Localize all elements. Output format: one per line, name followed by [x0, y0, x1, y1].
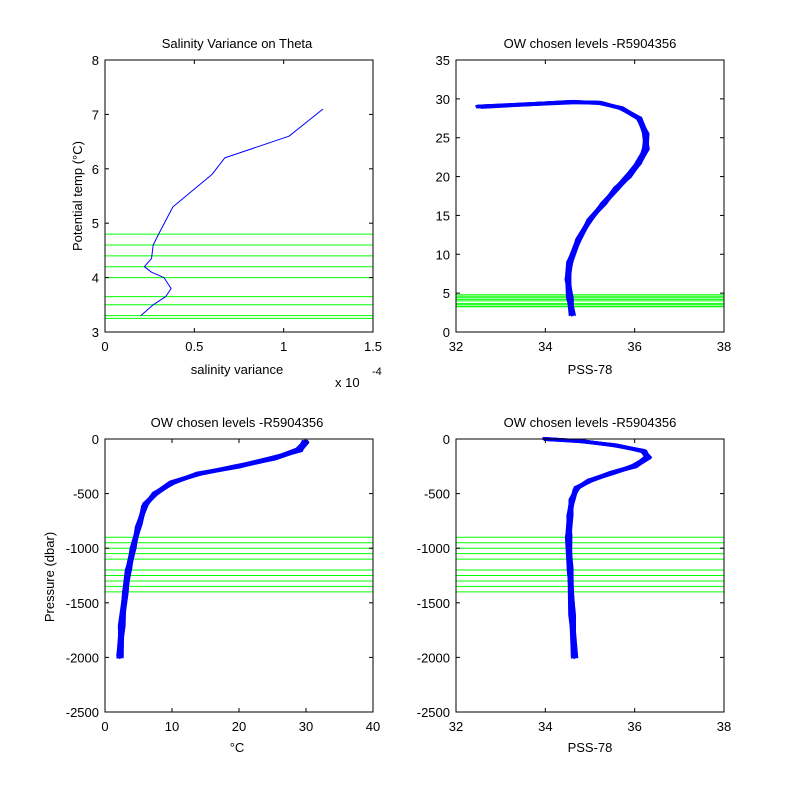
salinity-pressure-plot: OW chosen levels -R5904356 PSS-78 32 34 36… [417, 415, 731, 755]
y-tick-label: 15 [436, 208, 450, 223]
y-tick-label: 30 [436, 92, 450, 107]
y-tick-label: -2500 [66, 705, 99, 720]
y-tick-label: 5 [92, 216, 99, 231]
x-tick-label: 30 [299, 719, 313, 734]
y-tick-label: -1000 [417, 541, 450, 556]
temp-plot-title: OW chosen levels -R5904356 [151, 415, 324, 430]
y-tick-label: 6 [92, 162, 99, 177]
x-tick-label: 10 [165, 719, 179, 734]
x-tick-label: 32 [449, 719, 463, 734]
sal-profile-line [545, 437, 647, 657]
x-tick-label: 38 [717, 719, 731, 734]
y-tick-label: 25 [436, 131, 450, 146]
temperature-pressure-plot: OW chosen levels -R5904356 °C Pressure (… [42, 415, 380, 755]
x-tick-label: 36 [627, 719, 641, 734]
x-exponent-power: -4 [372, 366, 382, 378]
temp-profile-line [122, 440, 305, 659]
y-tick-label: -500 [73, 487, 99, 502]
x-tick-label: 1.5 [364, 339, 382, 354]
sal-axes-border [455, 438, 725, 713]
x-tick-label: 36 [627, 339, 641, 354]
salvar-axes-frame [104, 59, 374, 333]
y-tick-label: -2000 [417, 650, 450, 665]
y-tick-label: -1500 [417, 596, 450, 611]
y-tick-label: 35 [436, 53, 450, 68]
theta-salinity-plot: OW chosen levels -R5904356 PSS-78 32 34 36… [436, 36, 732, 377]
y-tick-label: 0 [443, 325, 450, 340]
y-tick-label: 20 [436, 170, 450, 185]
x-tick-label: 38 [717, 339, 731, 354]
sal-plot-title: OW chosen levels -R5904356 [504, 415, 677, 430]
y-tick-label: -2500 [417, 705, 450, 720]
y-tick-label: 3 [92, 325, 99, 340]
x-tick-label: 0 [101, 339, 108, 354]
ts-axes-border [455, 59, 725, 333]
y-tick-label: 7 [92, 107, 99, 122]
temp-plot-xlabel: °C [230, 740, 245, 755]
x-tick-label: 34 [538, 719, 552, 734]
y-tick-label: -2000 [66, 650, 99, 665]
ts-plot-title: OW chosen levels -R5904356 [504, 36, 677, 51]
y-tick-label: -1500 [66, 596, 99, 611]
salvar-axes-border [104, 59, 374, 333]
y-tick-label: 0 [92, 432, 99, 447]
salinity-variance-title: Salinity Variance on Theta [162, 36, 313, 51]
potential-temp-ylabel: Potential temp (°C) [70, 141, 85, 251]
y-tick-label: 0 [443, 432, 450, 447]
y-tick-label: -500 [424, 487, 450, 502]
ts-plot-xlabel: PSS-78 [568, 362, 613, 377]
pressure-ylabel: Pressure (dbar) [42, 532, 57, 622]
x-tick-label: 0 [101, 719, 108, 734]
salinity-variance-plot: Salinity Variance on Theta salinity vari… [70, 36, 382, 390]
x-tick-label: 0.5 [185, 339, 203, 354]
x-tick-label: 20 [232, 719, 246, 734]
ts-profile-line [477, 102, 650, 316]
temp-profile-line [120, 439, 304, 658]
x-tick-label: 32 [449, 339, 463, 354]
y-tick-label: 8 [92, 53, 99, 68]
y-tick-label: -1000 [66, 541, 99, 556]
x-exponent-label: x 10 [335, 375, 360, 390]
y-tick-label: 10 [436, 247, 450, 262]
y-tick-label: 4 [92, 271, 99, 286]
x-tick-label: 40 [366, 719, 380, 734]
sal-plot-xlabel: PSS-78 [568, 740, 613, 755]
salinity-variance-xlabel: salinity variance [191, 362, 284, 377]
sal-profile-line [547, 439, 653, 659]
y-tick-label: 5 [443, 286, 450, 301]
salvar-profile-line [140, 108, 324, 317]
x-tick-label: 1 [280, 339, 287, 354]
x-tick-label: 34 [538, 339, 552, 354]
